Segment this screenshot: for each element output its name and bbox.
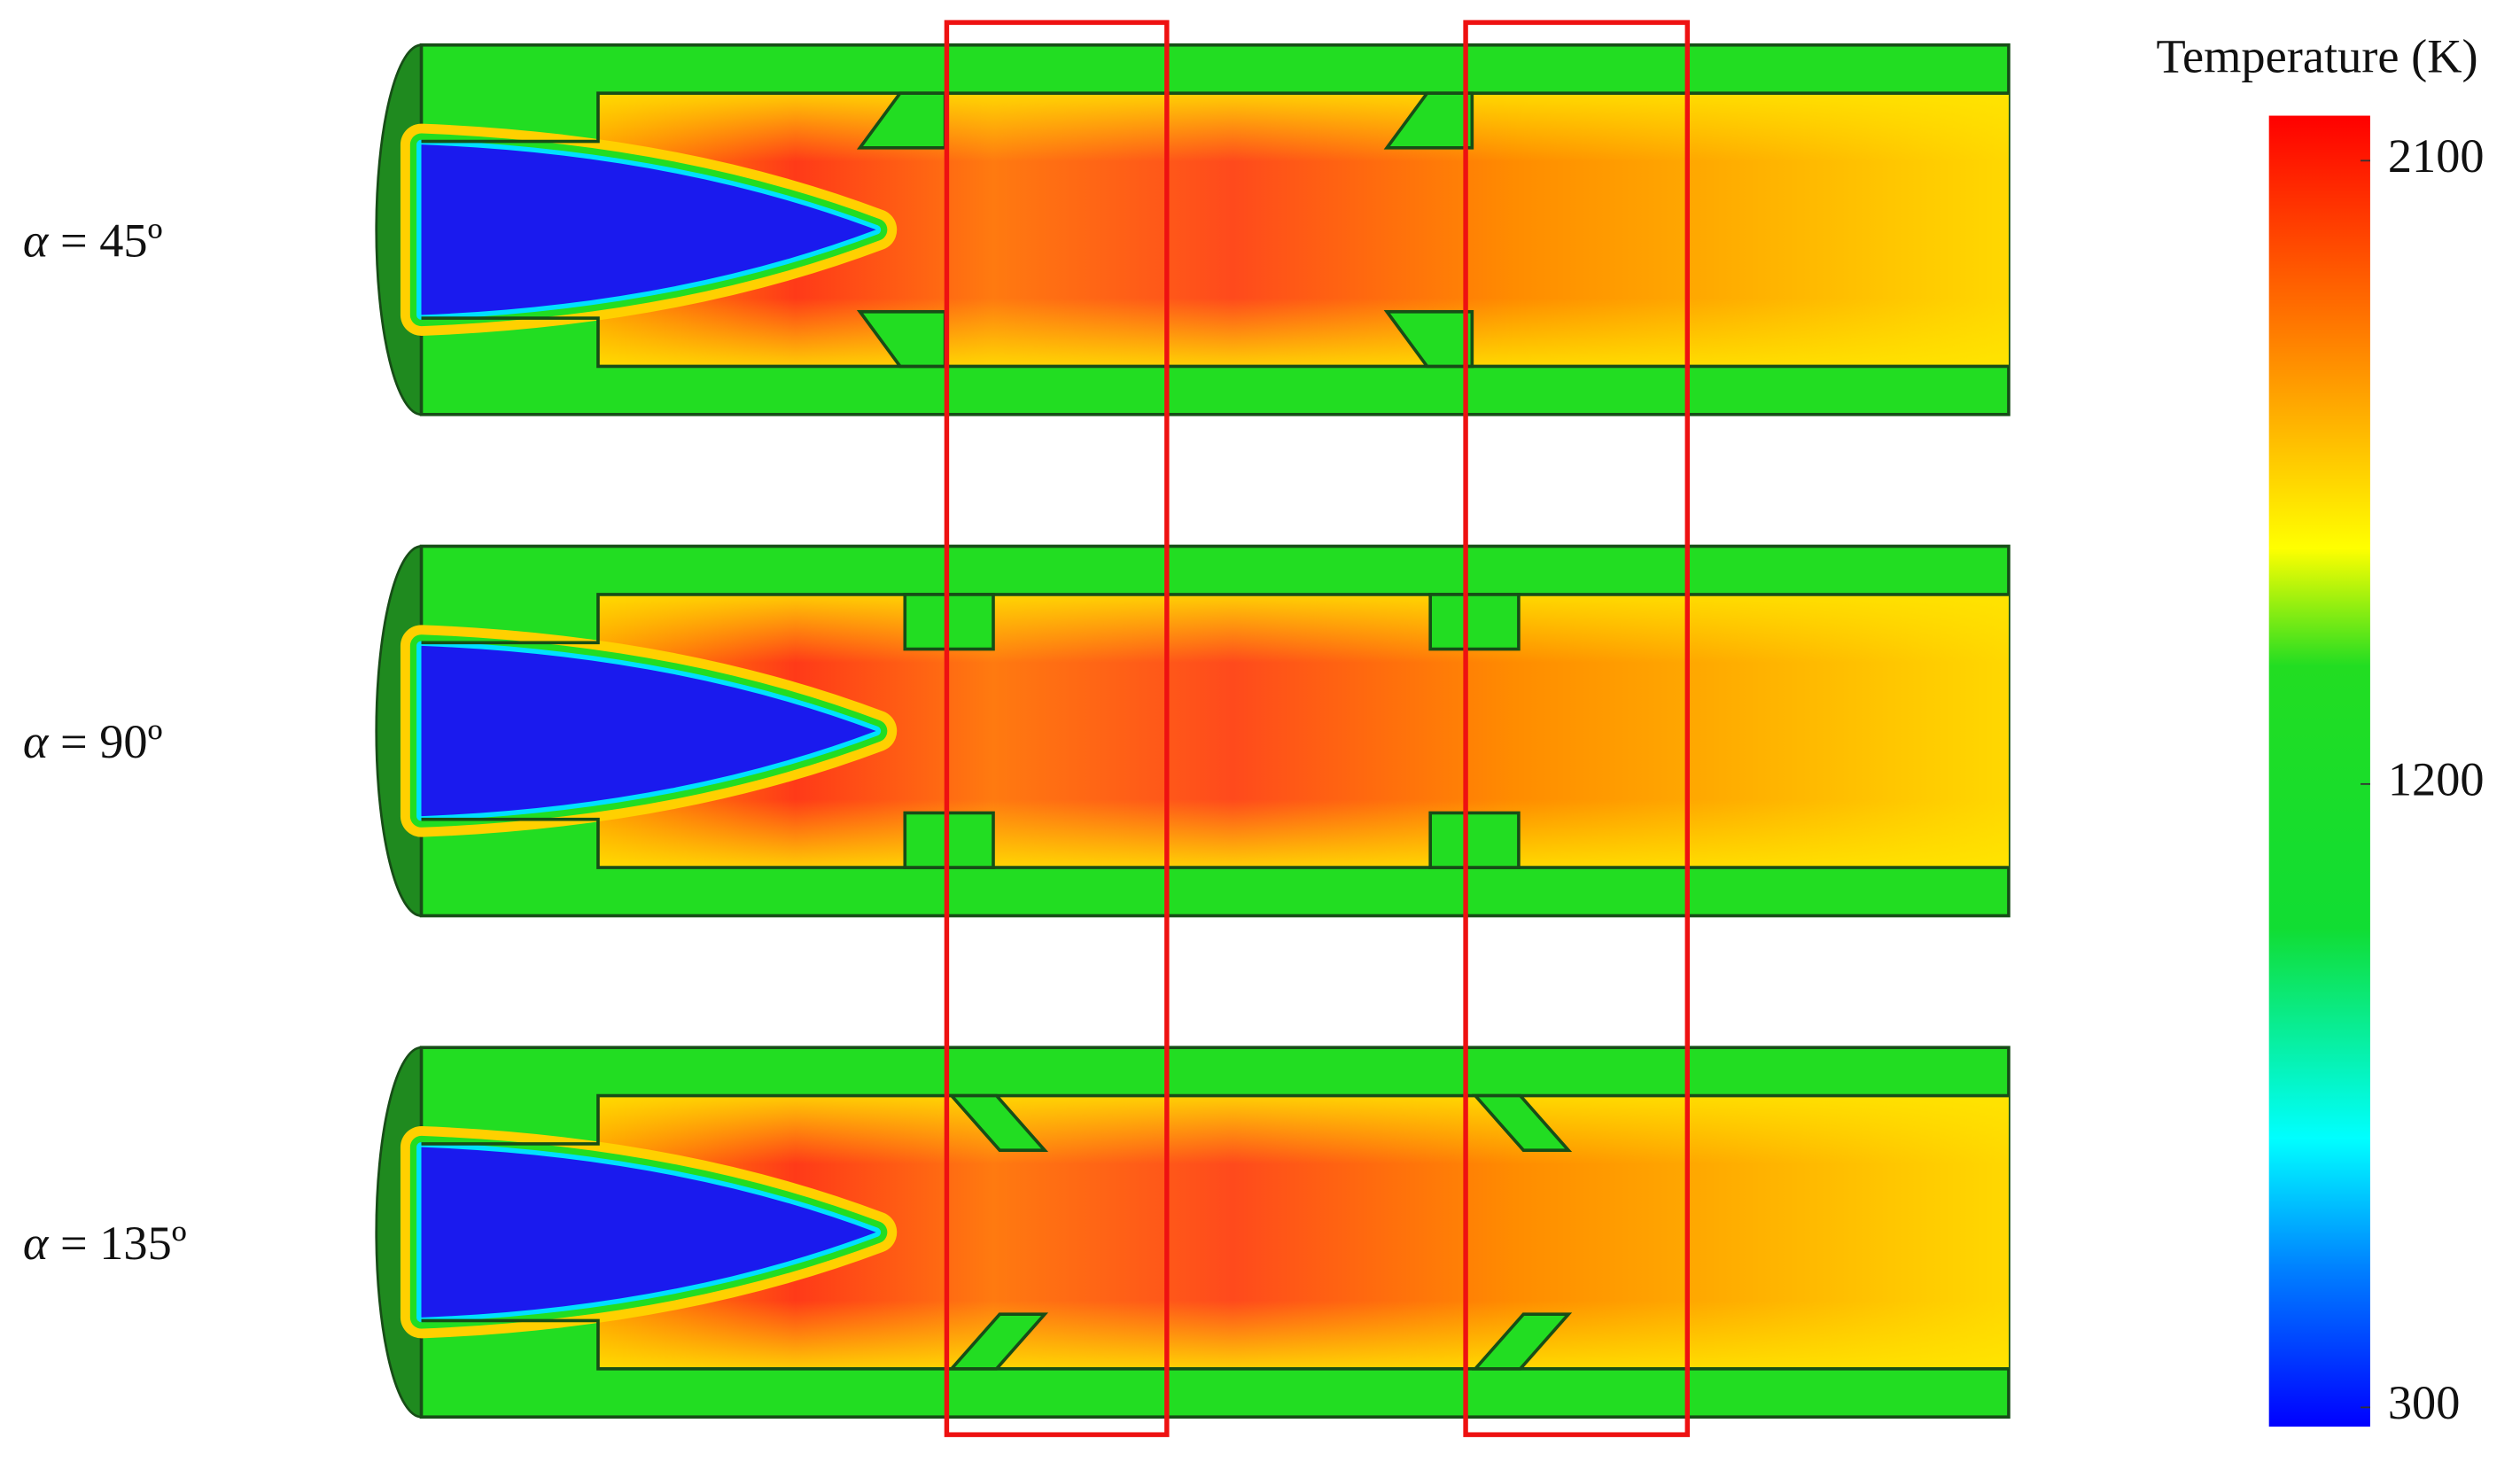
colorbar-tick-label: 1200 (2388, 752, 2485, 805)
colorbar (2268, 115, 2370, 1427)
panel-label: α = 45º (23, 214, 163, 268)
baffle (947, 1093, 1049, 1153)
angle-value: = 90º (60, 716, 162, 769)
wall-outline (421, 593, 2009, 869)
highlight-box (944, 19, 1170, 1437)
wall-outline (421, 91, 2009, 369)
alpha-symbol: α (23, 716, 50, 769)
highlight-box (1463, 19, 1691, 1437)
colorbar-tick-label: 300 (2388, 1376, 2461, 1429)
contour-panel (375, 544, 2011, 918)
baffle (1471, 1312, 1573, 1371)
panel-label: α = 90º (23, 716, 163, 769)
wall-outline (421, 1093, 2009, 1371)
contour-panel (375, 1046, 2011, 1419)
angle-value: = 135º (60, 1217, 187, 1270)
baffle (947, 1312, 1049, 1371)
jet-core (421, 645, 876, 817)
baffle (1428, 811, 1521, 869)
baffle (1383, 309, 1474, 369)
contour-panel (375, 43, 2011, 416)
panel-label: α = 135º (23, 1217, 187, 1270)
angle-value: = 45º (60, 214, 162, 268)
alpha-symbol: α (23, 1217, 50, 1270)
baffle (1428, 593, 1521, 651)
alpha-symbol: α (23, 214, 50, 268)
baffle (1471, 1093, 1573, 1153)
baffle (1383, 91, 1474, 150)
jet-core (421, 1147, 876, 1318)
colorbar-title: Temperature (K) (2157, 29, 2478, 82)
colorbar-tick-label: 2100 (2388, 129, 2485, 183)
jet-core (421, 144, 876, 315)
